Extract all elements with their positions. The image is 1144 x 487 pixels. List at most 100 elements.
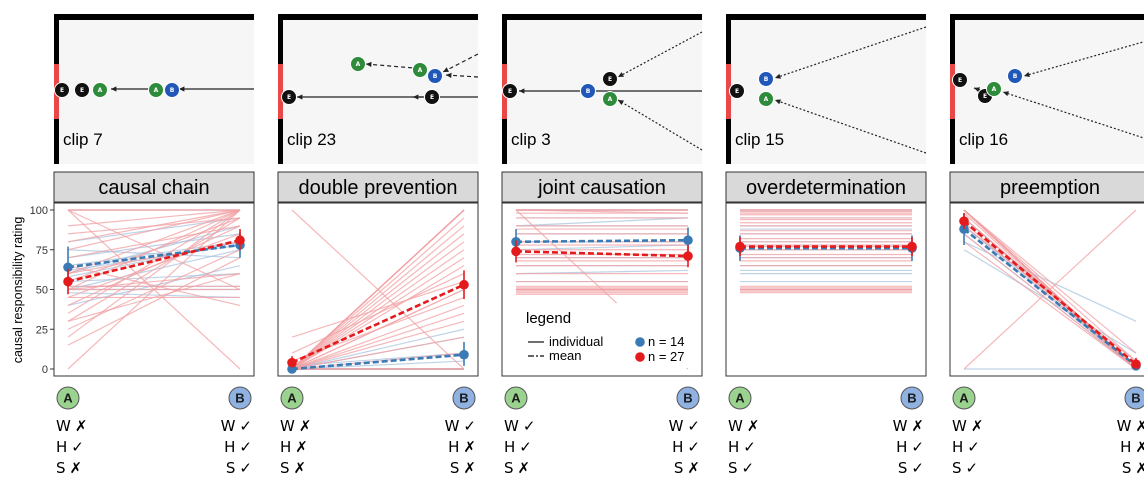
legend-red-dot [635,352,645,362]
whs-label-b: H ✓ [672,438,700,456]
clip-goal-marker [726,64,731,119]
individual-line-red [515,209,689,214]
whs-mark: ✓ [967,438,980,456]
mean-point [235,235,245,246]
ball-g: A [412,62,428,78]
badge-a: A [728,386,752,410]
whs-mark: ✓ [687,438,700,456]
ball-b: B [758,71,774,87]
whs-label-a: S ✗ [280,459,306,477]
arrow-head [446,72,452,78]
arrow-head [297,94,303,100]
ball-k: E [729,83,745,99]
badge-circle [280,386,304,410]
whs-letter: W [952,417,967,435]
whs-table: W✗W✗H✓H✗S✓S✗ [952,417,1144,477]
ball-circle [1007,68,1023,84]
badge-letter: A [287,391,297,406]
clip-top-wall [950,14,1144,20]
whs-mark: ✗ [75,417,88,435]
whs-letter: S [504,459,514,477]
whs-mark: ✓ [71,438,84,456]
ball-g: A [602,91,618,107]
individual-line-red [67,225,241,259]
whs-mark: ✗ [463,459,476,477]
whs-mark: ✗ [294,459,307,477]
clip-label: clip 7 [63,130,103,149]
whs-mark: ✗ [299,417,312,435]
whs-mark: ✗ [1135,438,1144,456]
whs-label-a: W ✗ [56,417,87,435]
arrow-head [443,67,449,72]
clip-background [502,14,702,164]
arrow-head [775,73,781,79]
whs-letter: H [896,438,907,456]
legend-n-blue: n = 14 [648,334,685,349]
y-tick-label: 100 [30,205,48,217]
ball-circle [74,82,90,98]
whs-mark: ✗ [1135,417,1144,435]
ball-circle [580,83,596,99]
trajectory-arrow [774,26,927,79]
ball-circle [54,82,70,98]
arrow-head [1003,91,1009,97]
individual-line-red [291,312,465,370]
plot-panel [277,202,479,377]
badge-letter: A [63,391,73,406]
whs-letter: S [450,459,460,477]
whs-label-b: W✗ [893,417,924,435]
clip-top-wall [54,14,254,20]
badge-letter: A [511,391,521,406]
individual-line-blue [291,328,465,370]
whs-letter: W [56,417,71,435]
whs-mark: ✗ [971,417,984,435]
y-axis-label: causal responsibility rating [11,217,25,364]
whs-letter: H [448,438,459,456]
whs-mark: ✓ [463,417,476,435]
whs-label-b: H✗ [448,438,476,456]
mean-series-red [735,237,917,257]
individual-lines [740,209,912,294]
facet-strip [501,171,703,203]
mean-point [459,279,469,290]
ball-circle [602,91,618,107]
legend-background [520,303,700,368]
whs-letter: S [674,459,684,477]
individual-line-red [67,225,241,306]
clip-label: clip 23 [287,130,336,149]
individual-line-blue [515,217,689,227]
whs-mark: ✗ [687,459,700,477]
whs-letter: S [226,459,236,477]
whs-label-b: S✗ [674,459,700,477]
y-tick-label: 50 [36,285,48,297]
ball-k: E [54,82,70,98]
facet-strip [53,171,255,203]
whs-letter: W [1117,417,1132,435]
whs-label-b: S ✓ [226,459,252,477]
whs-label-b: W ✓ [221,417,252,435]
whs-label-a: H ✓ [952,438,980,456]
whs-table: W ✓ W ✓H ✓ H ✓S ✗ S ✗ [504,417,700,477]
ball-letter: A [154,87,159,94]
mean-series-red [511,240,693,268]
clip-background [726,14,926,164]
y-axis: 0 25 50 75 100 [30,205,54,376]
ball-b: B [427,68,443,84]
whs-mark: ✗ [463,438,476,456]
individual-line-red [963,233,1137,370]
ball-circle [281,89,297,105]
badge-letter: A [735,391,745,406]
arrow-head [519,88,525,94]
individual-lines [291,209,465,370]
arrow-head [366,61,372,68]
y-tick-label: 0 [42,364,48,376]
mean-series-red [63,229,245,295]
facet-title: double prevention [298,177,457,199]
individual-line-blue [67,273,241,283]
badge-b: B [228,386,252,410]
whs-letter: W [893,417,908,435]
